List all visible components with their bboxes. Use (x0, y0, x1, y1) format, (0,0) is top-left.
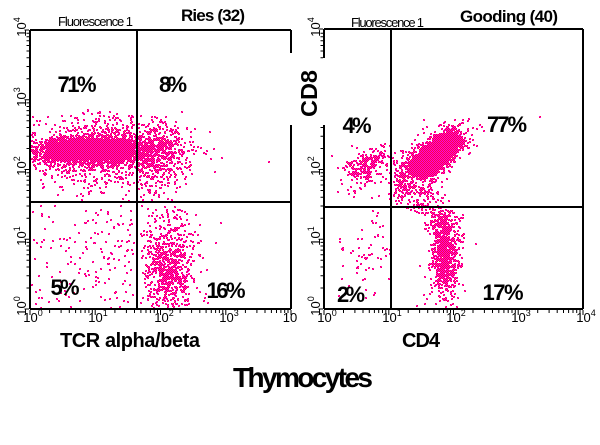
svg-text:CD8: CD8 (296, 70, 322, 117)
svg-text:8%: 8% (159, 72, 187, 97)
svg-text:5%: 5% (51, 275, 80, 300)
svg-text:CD4: CD4 (402, 330, 441, 352)
svg-text:71%: 71% (58, 72, 97, 97)
svg-text:Gooding (40): Gooding (40) (460, 7, 558, 26)
svg-text:16%: 16% (207, 278, 246, 303)
svg-text:TCR alpha/beta: TCR alpha/beta (60, 330, 201, 352)
svg-text:77%: 77% (487, 112, 527, 137)
svg-text:17%: 17% (483, 280, 524, 305)
svg-text:Fluorescence 1: Fluorescence 1 (351, 15, 424, 30)
svg-text:Fluorescence 1: Fluorescence 1 (58, 14, 133, 29)
svg-text:Thymocytes: Thymocytes (233, 362, 373, 393)
svg-text:2%: 2% (337, 282, 365, 307)
svg-text:Ries (32): Ries (32) (181, 6, 245, 25)
svg-text:10: 10 (283, 310, 297, 325)
svg-text:4%: 4% (343, 113, 372, 138)
